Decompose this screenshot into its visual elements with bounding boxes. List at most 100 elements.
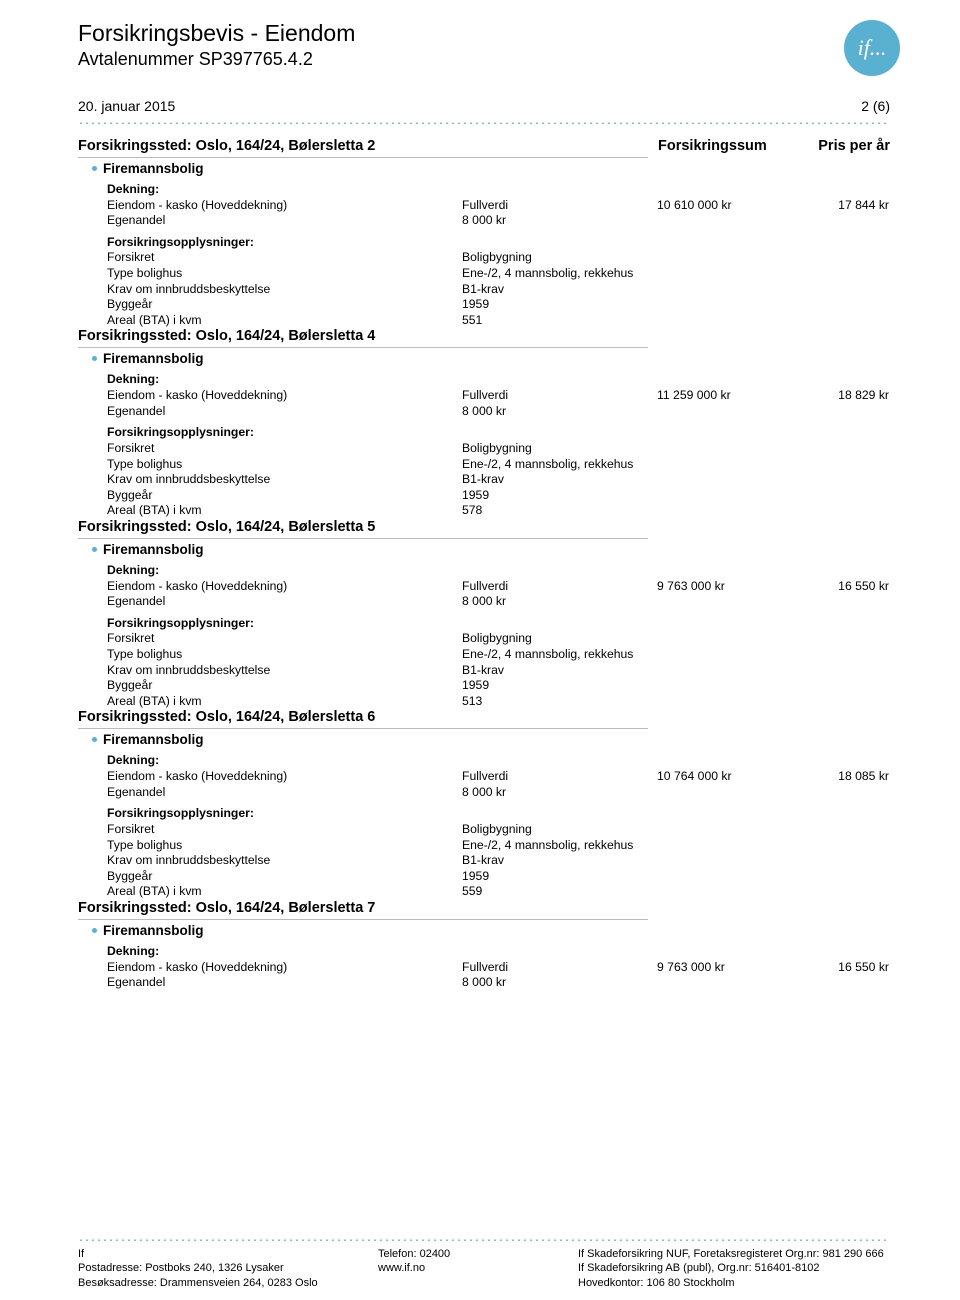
coverage-type: Fullverdi [462,388,657,404]
coverage-price: 16 550 kr [787,960,889,976]
egenandel-label: Egenandel [107,785,462,801]
info-row: Byggeår1959 [107,869,890,885]
coverage-name: Eiendom - kasko (Hoveddekning) [107,579,462,595]
category-row: Firemannsbolig [92,161,890,176]
category-label: Firemannsbolig [103,161,204,176]
coverage-row: Eiendom - kasko (Hoveddekning) Fullverdi… [107,579,890,595]
egenandel-value: 8 000 kr [462,594,657,610]
info-row: Byggeår1959 [107,678,890,694]
location-title: Forsikringssted: Oslo, 164/24, Bølerslet… [78,709,508,725]
category-row: Firemannsbolig [92,732,890,747]
info-row: Areal (BTA) i kvm578 [107,503,890,519]
coverage-block: Dekning: Eiendom - kasko (Hoveddekning) … [107,563,890,709]
deductible-row: Egenandel 8 000 kr [107,213,890,229]
footer-text: If Skadeforsikring NUF, Foretaksregister… [578,1247,890,1261]
footer-text: Postadresse: Postboks 240, 1326 Lysaker [78,1261,378,1275]
coverage-price: 17 844 kr [787,198,889,214]
dekning-label: Dekning: [107,182,890,198]
location-header-row: Forsikringssted: Oslo, 164/24, Bølerslet… [78,138,890,155]
deductible-row: Egenandel 8 000 kr [107,404,890,420]
document-date: 20. januar 2015 [78,98,175,114]
bullet-icon [92,547,97,552]
dekning-label: Dekning: [107,563,890,579]
footer-mid: Telefon: 02400 www.if.no [378,1247,578,1290]
egenandel-label: Egenandel [107,975,462,991]
location-title: Forsikringssted: Oslo, 164/24, Bølerslet… [78,900,508,916]
info-row: Krav om innbruddsbeskyttelseB1-krav [107,282,890,298]
areal-value: 551 [462,313,762,329]
info-row: ForsikretBoligbygning [107,441,890,457]
coverage-sum: 11 259 000 kr [657,388,787,404]
coverage-name: Eiendom - kasko (Hoveddekning) [107,769,462,785]
egenandel-label: Egenandel [107,594,462,610]
info-row: Areal (BTA) i kvm559 [107,884,890,900]
page-footer: If Postadresse: Postboks 240, 1326 Lysak… [78,1221,890,1290]
areal-value: 578 [462,503,762,519]
dotted-separator [78,122,890,124]
info-row: Byggeår1959 [107,488,890,504]
location-underline [78,538,648,539]
bullet-icon [92,356,97,361]
location-title: Forsikringssted: Oslo, 164/24, Bølerslet… [78,328,508,344]
coverage-block: Dekning: Eiendom - kasko (Hoveddekning) … [107,944,890,991]
areal-value: 513 [462,694,762,710]
category-label: Firemannsbolig [103,542,204,557]
dotted-separator [78,1239,890,1241]
page-indicator: 2 (6) [861,98,890,114]
category-label: Firemannsbolig [103,732,204,747]
info-row: Areal (BTA) i kvm551 [107,313,890,329]
bullet-icon [92,737,97,742]
footer-left: If Postadresse: Postboks 240, 1326 Lysak… [78,1247,378,1290]
info-row: Krav om innbruddsbeskyttelseB1-krav [107,853,890,869]
document-title: Forsikringsbevis - Eiendom [78,20,890,47]
deductible-row: Egenandel 8 000 kr [107,594,890,610]
coverage-sum: 10 610 000 kr [657,198,787,214]
info-row: Type bolighusEne-/2, 4 mannsbolig, rekke… [107,838,890,854]
dekning-label: Dekning: [107,372,890,388]
bullet-icon [92,928,97,933]
footer-text: If [78,1247,378,1261]
coverage-name: Eiendom - kasko (Hoveddekning) [107,388,462,404]
footer-text: If Skadeforsikring AB (publ), Org.nr: 51… [578,1261,890,1275]
info-row: Areal (BTA) i kvm513 [107,694,890,710]
info-row: ForsikretBoligbygning [107,822,890,838]
page-header: Forsikringsbevis - Eiendom Avtalenummer … [78,20,890,114]
info-row: ForsikretBoligbygning [107,250,890,266]
location-header-row: Forsikringssted: Oslo, 164/24, Bølerslet… [78,709,890,726]
location-title: Forsikringssted: Oslo, 164/24, Bølerslet… [78,519,508,535]
category-label: Firemannsbolig [103,923,204,938]
location-header-row: Forsikringssted: Oslo, 164/24, Bølerslet… [78,519,890,536]
location-underline [78,347,648,348]
location-underline [78,728,648,729]
footer-text: Telefon: 02400 [378,1247,578,1261]
egenandel-value: 8 000 kr [462,213,657,229]
coverage-row: Eiendom - kasko (Hoveddekning) Fullverdi… [107,960,890,976]
logo-text: if... [858,35,887,61]
coverage-row: Eiendom - kasko (Hoveddekning) Fullverdi… [107,198,890,214]
agreement-line: Avtalenummer SP397765.4.2 [78,49,890,70]
location-underline [78,157,648,158]
coverage-sum: 9 763 000 kr [657,960,787,976]
locations-list: Forsikringssted: Oslo, 164/24, Bølerslet… [78,138,890,991]
egenandel-value: 8 000 kr [462,404,657,420]
footer-text: www.if.no [378,1261,578,1275]
areal-value: 559 [462,884,762,900]
info-row: Krav om innbruddsbeskyttelseB1-krav [107,663,890,679]
bullet-icon [92,166,97,171]
coverage-block: Dekning: Eiendom - kasko (Hoveddekning) … [107,753,890,899]
coverage-row: Eiendom - kasko (Hoveddekning) Fullverdi… [107,769,890,785]
coverage-price: 18 085 kr [787,769,889,785]
deductible-row: Egenandel 8 000 kr [107,975,890,991]
egenandel-label: Egenandel [107,404,462,420]
category-row: Firemannsbolig [92,542,890,557]
footer-text: Besøksadresse: Drammensveien 264, 0283 O… [78,1276,378,1290]
info-row: Type bolighusEne-/2, 4 mannsbolig, rekke… [107,647,890,663]
location-underline [78,919,648,920]
coverage-name: Eiendom - kasko (Hoveddekning) [107,960,462,976]
egenandel-value: 8 000 kr [462,785,657,801]
coverage-type: Fullverdi [462,579,657,595]
category-row: Firemannsbolig [92,351,890,366]
coverage-sum: 9 763 000 kr [657,579,787,595]
info-row: Type bolighusEne-/2, 4 mannsbolig, rekke… [107,457,890,473]
footer-right: If Skadeforsikring NUF, Foretaksregister… [578,1247,890,1290]
